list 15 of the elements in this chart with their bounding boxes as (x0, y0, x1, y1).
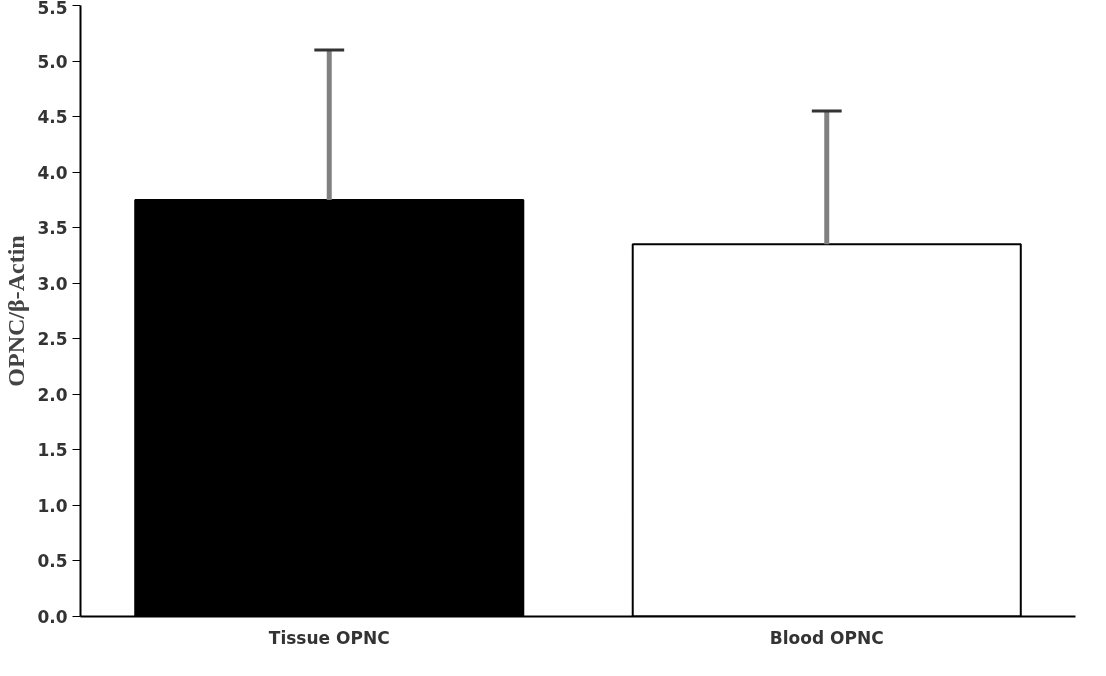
y-tick-label: 1.0 (37, 495, 68, 516)
y-tick-label: 4.5 (37, 107, 68, 128)
y-tick-label: 0.5 (37, 551, 68, 572)
y-tick-label: 1.5 (37, 440, 68, 461)
x-tick-label: Tissue OPNC (268, 627, 390, 648)
y-tick-label: 3.0 (37, 273, 68, 294)
y-axis-title: OPNC/β-Actin (3, 235, 30, 387)
y-tick-label: 2.0 (37, 384, 68, 405)
y-tick-label: 4.0 (37, 162, 68, 183)
y-tick-label: 5.5 (37, 0, 68, 18)
y-tick-label: 3.5 (37, 218, 68, 239)
x-tick-label: Blood OPNC (769, 627, 884, 648)
y-tick-label: 5.0 (37, 51, 68, 72)
y-tick-label: 2.5 (37, 329, 68, 350)
y-tick-label: 0.0 (37, 607, 68, 627)
